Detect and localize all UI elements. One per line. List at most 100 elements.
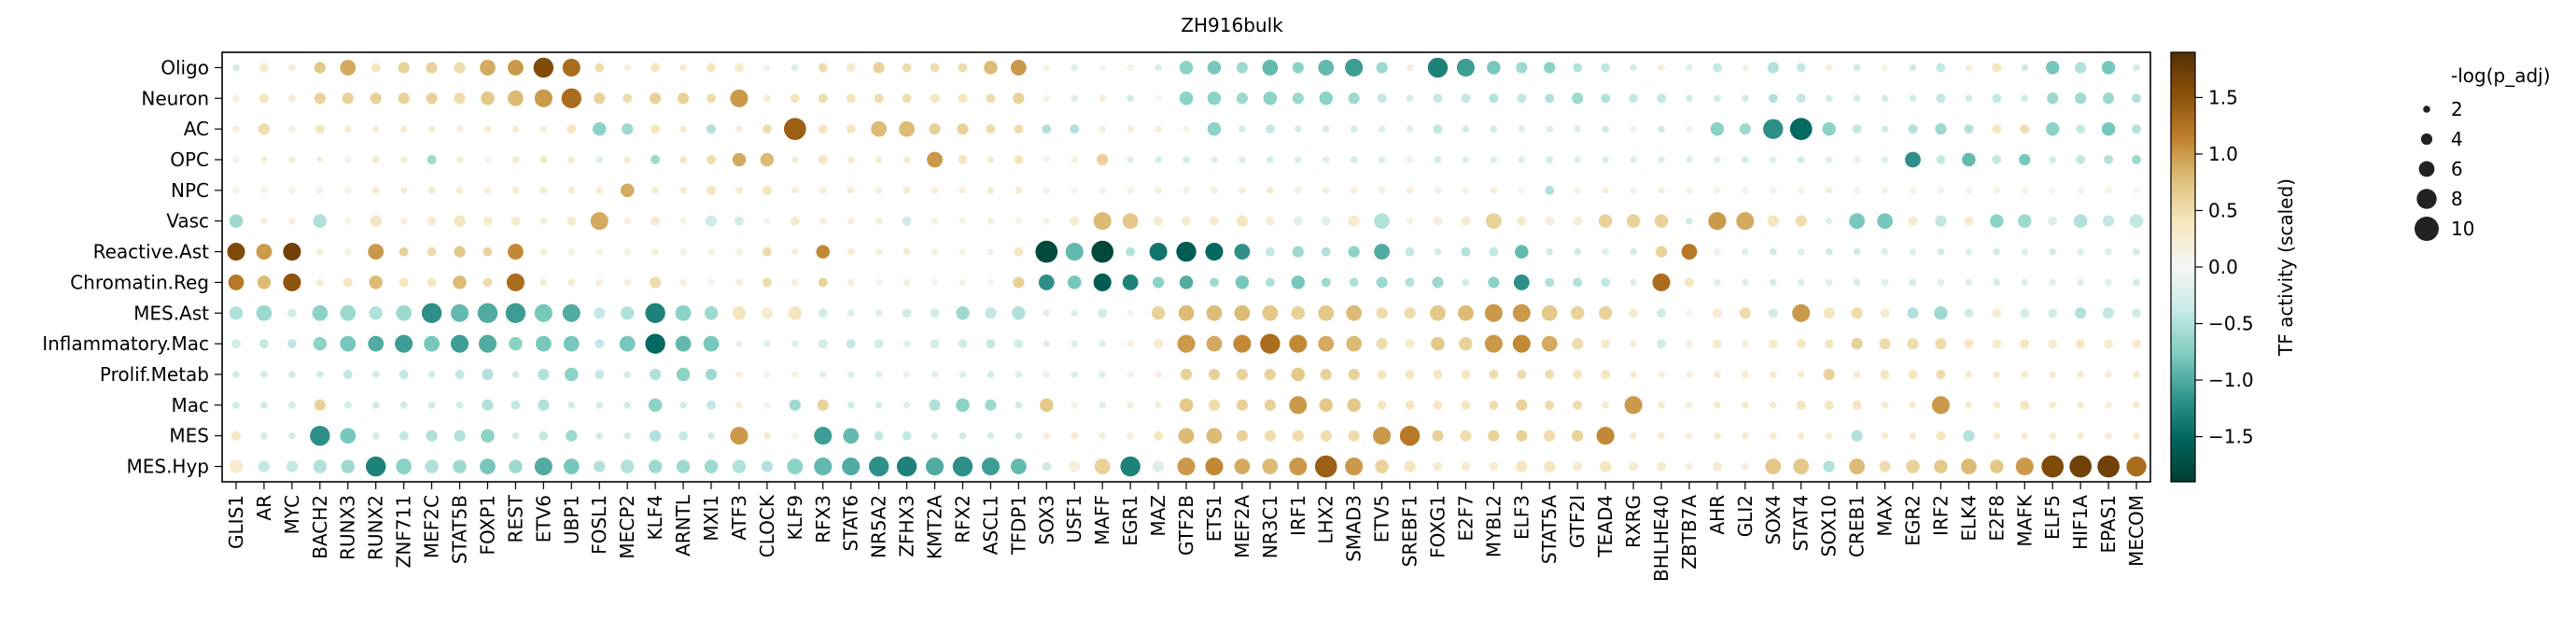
column-label: HIF1A: [2069, 495, 2092, 550]
dot-marker: [562, 303, 581, 322]
dot-marker: [1796, 339, 1806, 349]
dot-marker: [1294, 125, 1302, 133]
dot-marker: [1014, 247, 1024, 257]
dot-marker: [818, 308, 828, 318]
dot-marker: [1992, 93, 2002, 104]
dot-marker: [1094, 458, 1111, 474]
dot-marker: [931, 217, 939, 225]
dot-marker: [427, 277, 437, 288]
dot-marker: [762, 247, 772, 257]
dot-marker: [819, 371, 827, 378]
column-label: MECP2: [616, 495, 638, 559]
dot-marker: [875, 402, 883, 409]
dot-marker: [1793, 458, 1810, 474]
dot-marker: [732, 306, 747, 320]
dot-marker: [958, 63, 968, 73]
dot-marker: [1155, 371, 1162, 378]
dot-marker: [1127, 309, 1134, 317]
dot-marker: [868, 456, 889, 477]
dot-marker: [1265, 124, 1275, 134]
dot-marker: [1239, 125, 1246, 133]
dot-marker: [929, 123, 941, 135]
dot-marker: [1013, 92, 1025, 105]
dot-marker: [1155, 125, 1162, 133]
dot-marker: [260, 402, 268, 409]
column-label: SOX4: [1762, 495, 1785, 545]
dot-marker: [1964, 124, 1974, 134]
dot-marker: [1265, 247, 1275, 257]
dot-marker: [511, 216, 521, 226]
dot-marker: [561, 88, 581, 108]
dot-marker: [1433, 370, 1443, 379]
dot-marker: [1658, 371, 1665, 378]
size-legend-label: 6: [2451, 158, 2463, 180]
dot-marker: [483, 216, 493, 226]
column-label: E2F8: [1985, 495, 2008, 542]
dot-marker: [1767, 62, 1779, 74]
dot-marker: [1126, 247, 1136, 257]
dot-marker: [1823, 368, 1835, 381]
column-label: ELK4: [1957, 495, 1980, 542]
dot-marker: [1155, 156, 1162, 163]
dot-marker: [1852, 124, 1862, 134]
dot-marker: [511, 400, 521, 410]
dot-marker: [1742, 371, 1749, 378]
dot-marker: [791, 278, 799, 287]
dot-marker: [735, 247, 743, 256]
dot-marker: [1378, 187, 1386, 194]
dot-marker: [427, 247, 437, 257]
dot-marker: [1177, 334, 1196, 353]
dot-marker: [455, 125, 464, 133]
dot-marker: [679, 125, 687, 133]
dot-marker: [2104, 155, 2114, 164]
dot-marker: [2077, 402, 2084, 409]
dot-marker: [567, 247, 576, 256]
dot-marker: [1460, 430, 1472, 442]
dot-marker: [288, 187, 296, 194]
dot-marker: [232, 94, 240, 103]
dot-marker: [1071, 156, 1079, 163]
dot-marker: [1349, 277, 1359, 288]
dot-marker: [340, 304, 357, 321]
dot-marker: [1714, 247, 1721, 256]
dot-marker: [1234, 244, 1251, 260]
dot-marker: [260, 371, 268, 378]
dot-marker: [1602, 125, 1609, 133]
dot-marker: [1657, 308, 1666, 318]
dot-marker: [1289, 458, 1308, 476]
dot-marker: [455, 156, 464, 163]
dot-marker: [1545, 400, 1555, 410]
dot-marker: [539, 278, 548, 287]
dot-marker: [818, 63, 828, 73]
column-label: ARNTL: [672, 494, 694, 557]
dot-marker: [645, 333, 665, 354]
column-label: EGR2: [1901, 495, 1924, 546]
column-label: USF1: [1063, 495, 1085, 543]
dot-marker: [623, 93, 633, 104]
dot-marker: [1489, 247, 1499, 257]
dot-marker: [819, 187, 827, 194]
dot-marker: [1936, 63, 1946, 73]
dot-marker: [730, 89, 749, 107]
dot-marker: [1909, 247, 1917, 256]
dot-marker: [1573, 277, 1583, 288]
dot-marker: [1071, 309, 1079, 317]
column-label: MXI1: [700, 495, 722, 542]
dot-marker: [592, 121, 607, 136]
dot-marker: [1908, 216, 1918, 226]
dot-marker: [2076, 339, 2086, 349]
dot-marker: [1179, 275, 1194, 289]
dot-marker: [1512, 303, 1531, 322]
dot-marker: [1600, 460, 1612, 472]
dot-marker: [958, 339, 968, 349]
dot-marker: [1043, 371, 1051, 378]
colorbar: 1.5 1.0 0.5 0.0 −0.5 −1.0 −1.5 TF activity (sc…: [2170, 51, 2297, 483]
dot-marker: [1573, 216, 1583, 226]
dot-marker: [1010, 458, 1027, 474]
row-label: Inflammatory.Mac: [42, 332, 209, 355]
dot-marker: [1881, 125, 1889, 133]
size-legend-marker: [2415, 217, 2439, 241]
dot-marker: [511, 125, 520, 133]
dot-marker: [1964, 216, 1974, 226]
dot-marker: [1406, 125, 1414, 133]
